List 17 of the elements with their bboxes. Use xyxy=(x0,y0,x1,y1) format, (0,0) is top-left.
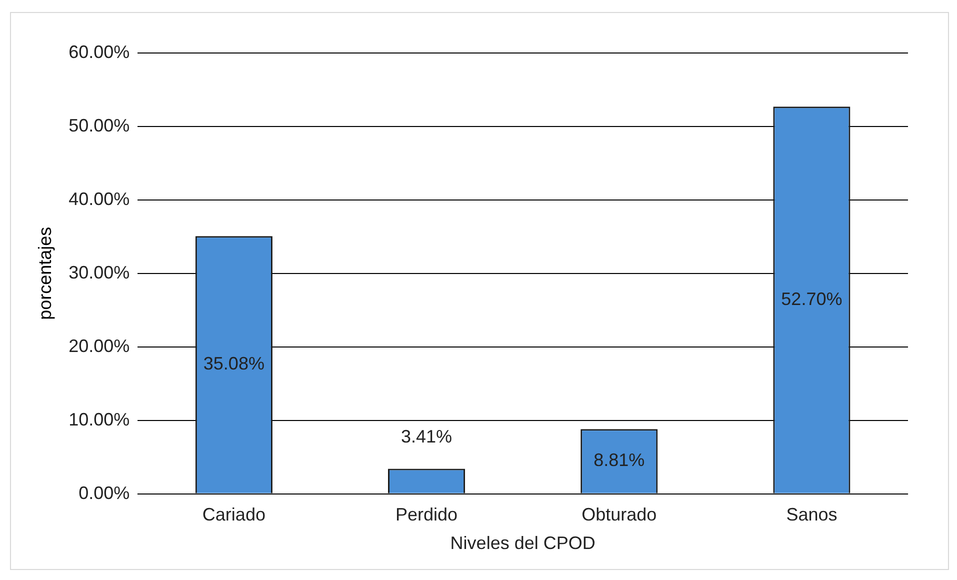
data-label: 3.41% xyxy=(401,426,452,447)
y-tick-label: 0.00% xyxy=(78,482,130,503)
x-axis-title: Niveles del CPOD xyxy=(450,533,596,554)
y-axis-title: porcentajes xyxy=(34,226,55,320)
y-tick-label: 20.00% xyxy=(68,336,130,356)
data-label: 52.70% xyxy=(781,288,842,309)
x-tick-label: Obturado xyxy=(582,504,657,525)
y-tick-label: 60.00% xyxy=(68,42,130,62)
x-tick-label: Cariado xyxy=(202,504,266,525)
y-tick-label: 10.00% xyxy=(68,409,130,430)
x-tick-label: Sanos xyxy=(786,504,838,525)
data-label: 35.08% xyxy=(203,354,264,374)
y-tick-label: 50.00% xyxy=(68,115,130,136)
y-tick-label: 40.00% xyxy=(68,188,130,209)
y-tick-label: 30.00% xyxy=(68,262,130,282)
x-tick-label: Perdido xyxy=(396,504,458,525)
data-label: 8.81% xyxy=(594,450,645,470)
